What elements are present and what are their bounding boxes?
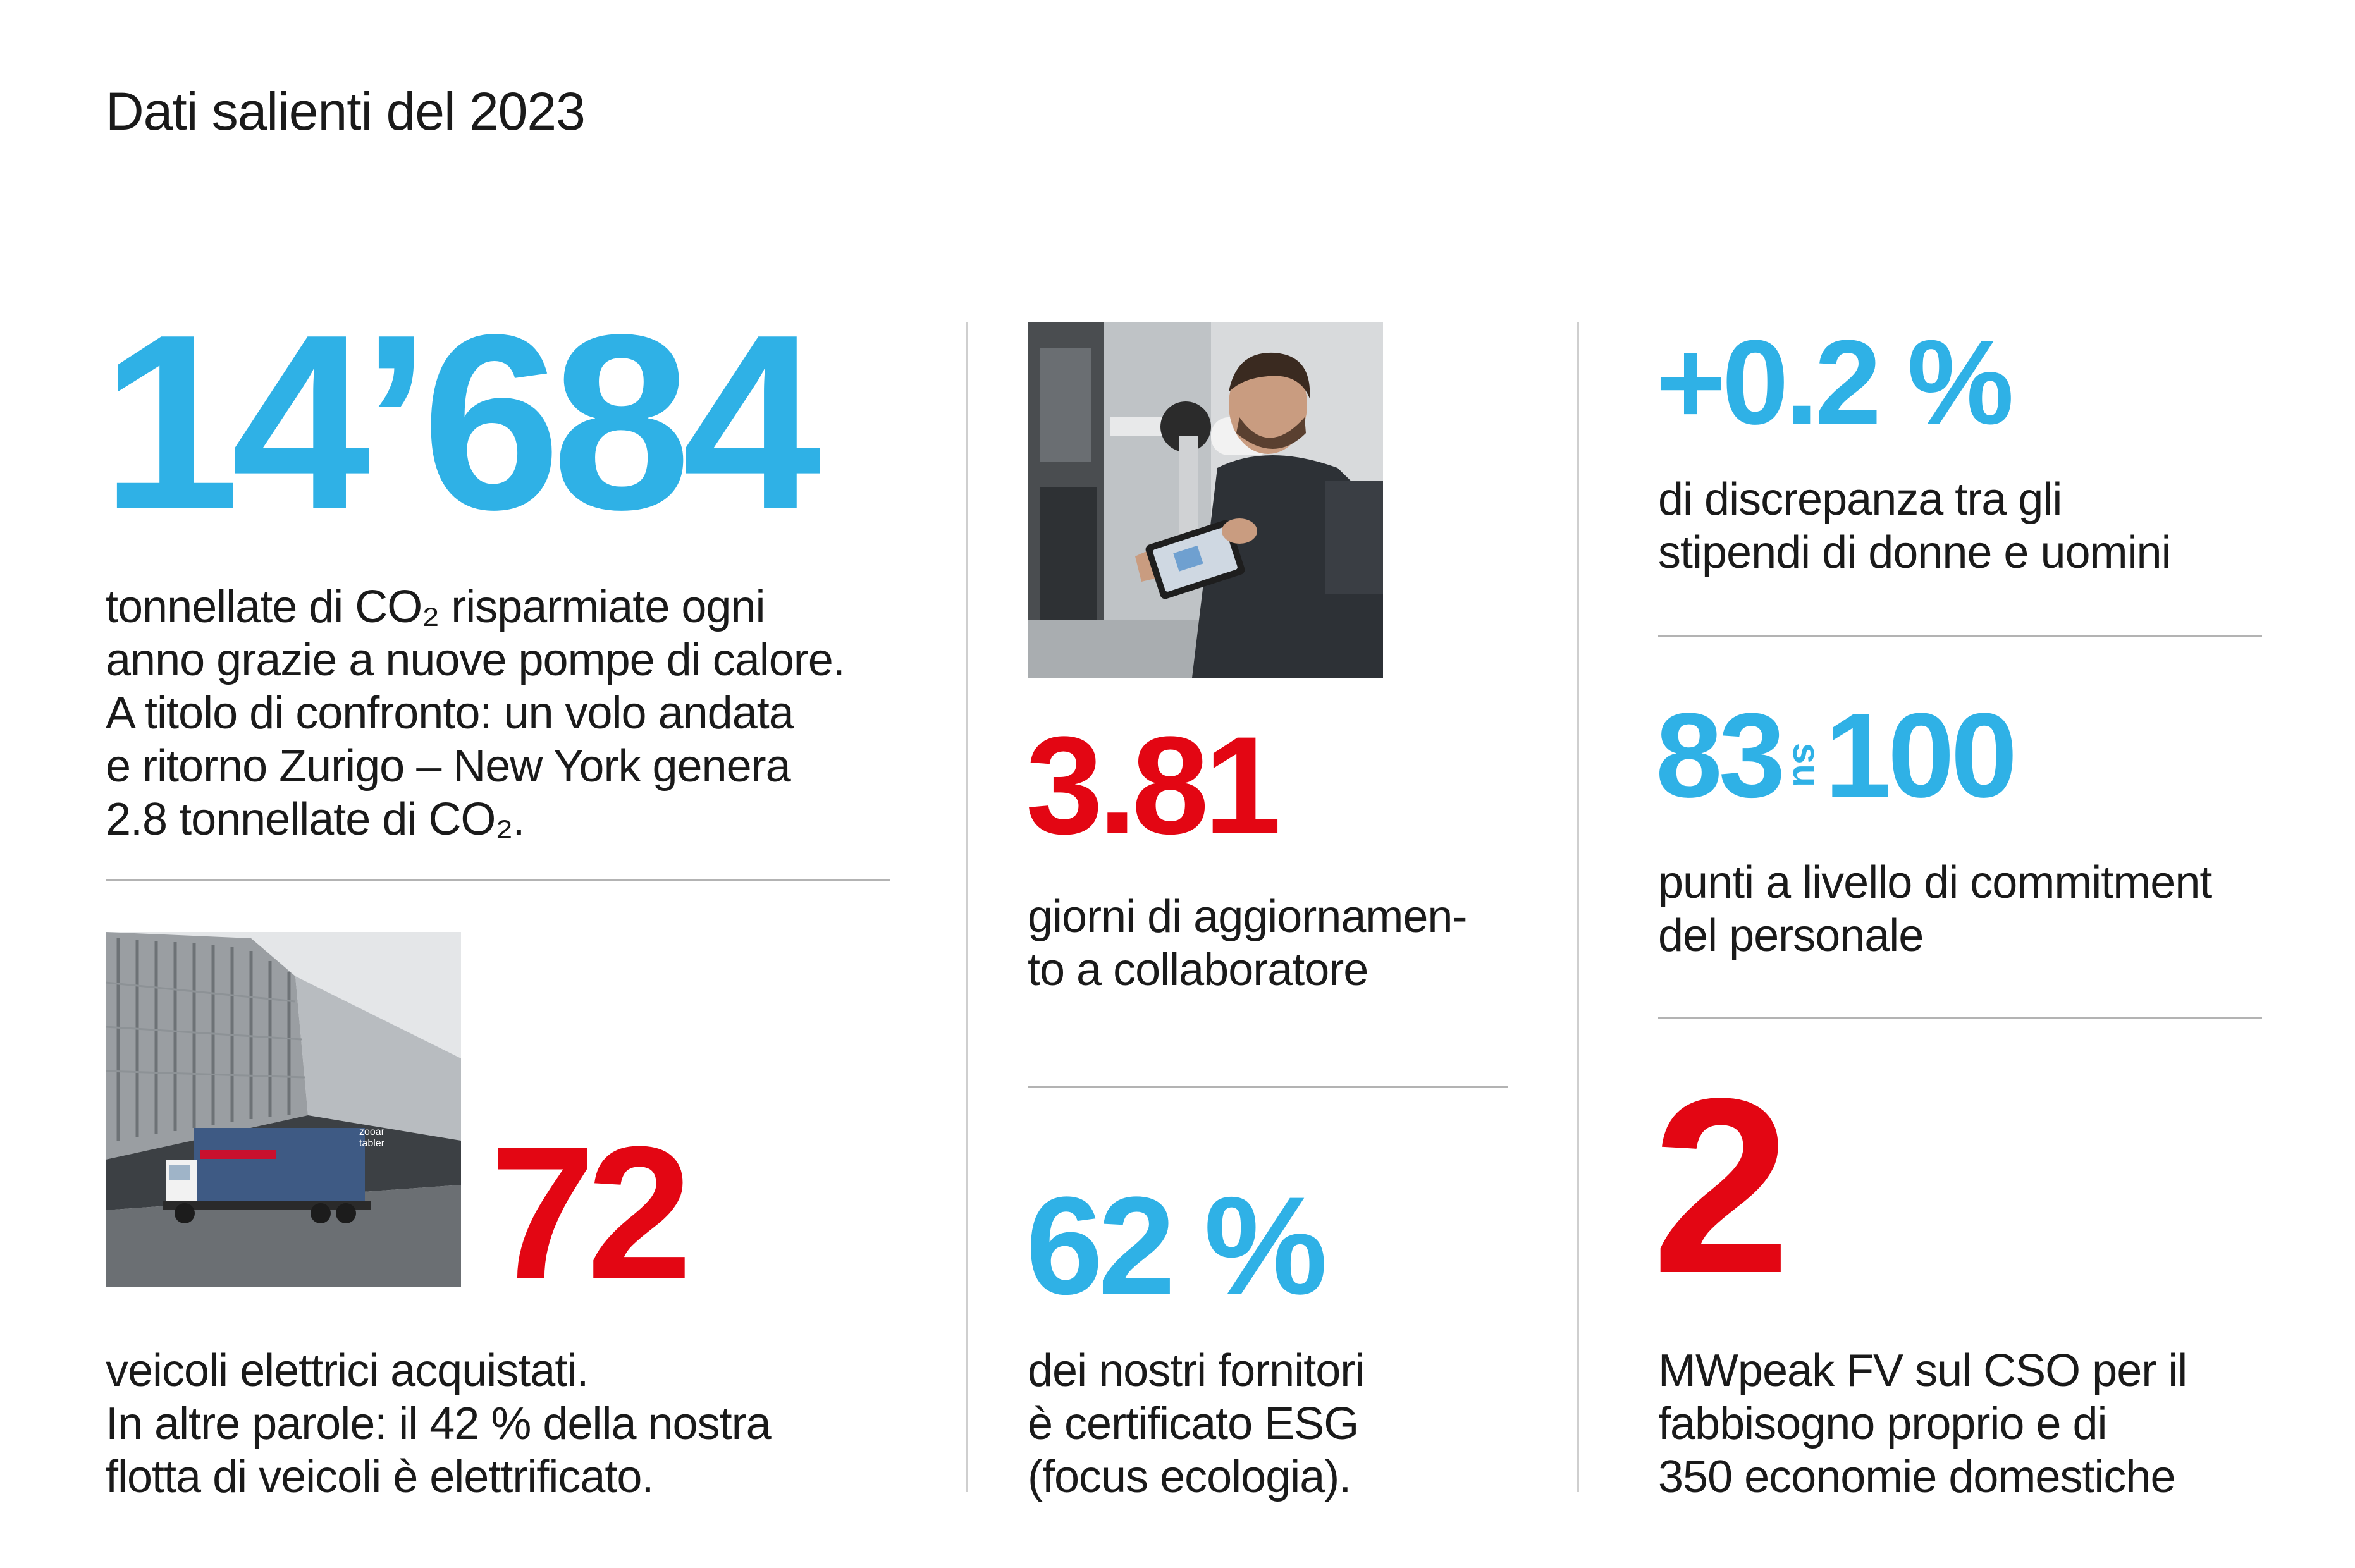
commitment-description: punti a livello di commitment del person…	[1658, 856, 2212, 962]
commitment-line-1: punti a livello di commitment	[1658, 857, 2212, 908]
truck-logo-text: zooar tabler	[359, 1127, 385, 1149]
co2-line-5: 2.8 tonnellate di CO₂.	[106, 794, 525, 845]
vehicles-line-1: veicoli elettrici acquistati.	[106, 1345, 589, 1396]
pay-gap-description: di discrepanza tra gli stipendi di donne…	[1658, 473, 2172, 579]
vehicles-line-3: flotta di veicoli è elettrificato.	[106, 1452, 654, 1502]
electric-vehicles-description: veicoli elettrici acquistati. In altre p…	[106, 1344, 772, 1504]
solar-line-1: MWpeak FV sul CSO per il	[1658, 1345, 2187, 1396]
co2-line-4: e ritorno Zurigo – New York genera	[106, 741, 791, 792]
pay-gap-line-2: stipendi di donne e uomini	[1658, 527, 2172, 578]
suppliers-line-3: (focus ecologia).	[1028, 1452, 1351, 1502]
co2-line-2: anno grazie a nuove pompe di calore.	[106, 635, 845, 685]
separator-col1	[106, 879, 890, 881]
co2-line-3: A titolo di confronto: un volo andata	[106, 688, 794, 738]
training-days-value: 3.81	[1026, 707, 1281, 863]
separator-col3-top	[1658, 635, 2262, 637]
suppliers-line-1: dei nostri fornitori	[1028, 1345, 1365, 1396]
commitment-max: 100	[1824, 689, 2017, 823]
training-days-description: giorni di aggiornamen- to a collaborator…	[1028, 890, 1467, 996]
training-line-1: giorni di aggiornamen-	[1028, 891, 1467, 942]
co2-savings-description: tonnellate di CO₂ risparmiate ogni anno …	[106, 580, 845, 846]
pay-gap-value: +0.2 %	[1656, 315, 2014, 450]
esg-suppliers-value: 62 %	[1026, 1168, 1327, 1323]
page-title: Dati salienti del 2023	[106, 82, 586, 141]
solar-capacity-value: 2	[1652, 1046, 1791, 1325]
separator-col3-bottom	[1658, 1017, 2262, 1019]
column-divider-right	[1577, 322, 1579, 1492]
commitment-line-2: del personale	[1658, 910, 1924, 961]
solar-capacity-description: MWpeak FV sul CSO per il fabbisogno prop…	[1658, 1344, 2187, 1504]
co2-line-1: tonnellate di CO₂ risparmiate ogni	[106, 582, 765, 632]
pay-gap-line-1: di discrepanza tra gli	[1658, 474, 2062, 525]
commitment-score-value: 83 su100	[1656, 695, 2017, 816]
commitment-connector: su	[1785, 742, 1828, 787]
electric-vehicles-value: 72	[490, 1106, 692, 1319]
column-divider-left	[966, 322, 968, 1492]
commitment-score: 83	[1656, 689, 1785, 823]
solar-line-2: fabbisogno proprio e di	[1658, 1399, 2108, 1449]
training-line-2: to a collaboratore	[1028, 945, 1368, 995]
co2-savings-value: 14’684	[101, 282, 821, 561]
suppliers-line-2: è certificato ESG	[1028, 1399, 1359, 1449]
technician-photo	[1028, 322, 1383, 678]
separator-col2	[1028, 1086, 1508, 1088]
vehicles-line-2: In altre parole: il 42 % della nostra	[106, 1399, 772, 1449]
solar-line-3: 350 economie domestiche	[1658, 1452, 2176, 1502]
esg-suppliers-description: dei nostri fornitori è certificato ESG (…	[1028, 1344, 1365, 1504]
electric-truck-photo	[106, 932, 461, 1287]
